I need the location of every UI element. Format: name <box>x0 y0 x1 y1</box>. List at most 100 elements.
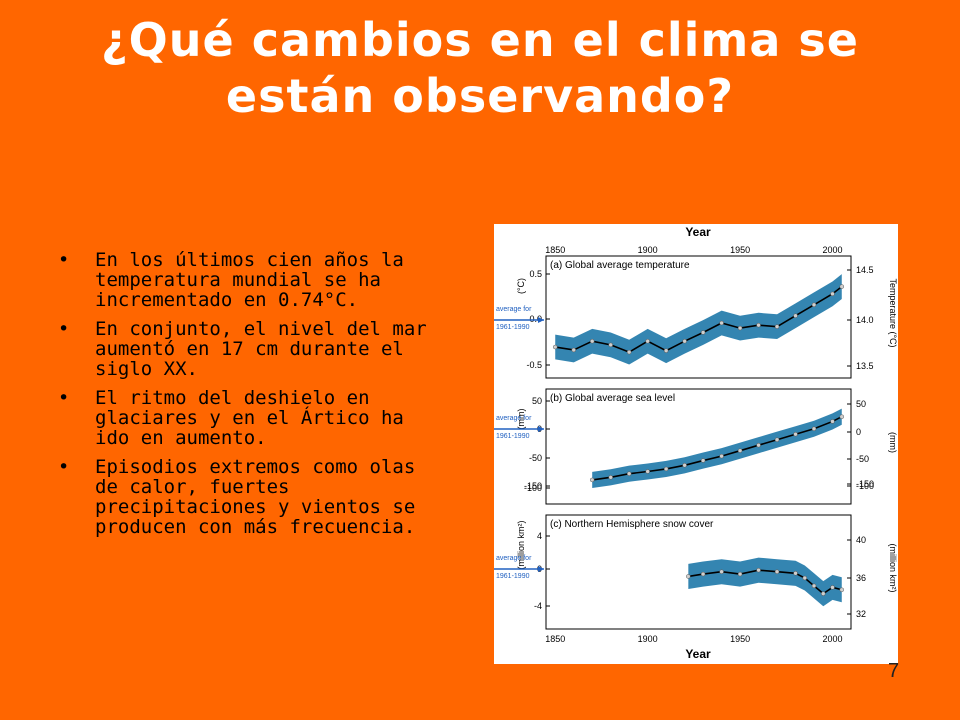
data-point <box>719 320 724 326</box>
panel-frame <box>545 388 852 505</box>
left-unit-label: (mm) <box>516 409 526 430</box>
slide-title: ¿Qué cambios en el clima se están observ… <box>40 12 920 124</box>
data-point <box>774 569 780 574</box>
left-tick-label: -4 <box>534 601 542 611</box>
data-point <box>608 475 613 480</box>
bullet-item: • En conjunto, el nivel del mar aumentó … <box>58 319 438 379</box>
data-point <box>645 338 650 344</box>
right-tick-label: 36 <box>856 573 866 583</box>
left-unit-label: (million km²) <box>516 521 526 570</box>
average-period-label: 1961-1990 <box>496 433 530 440</box>
climate-chart-svg: Year Year 1850 1850 1900 1900 1950 1950 2000 2000… <box>494 225 898 661</box>
data-point <box>686 574 691 579</box>
right-tick-label: -150 <box>856 479 874 489</box>
data-point <box>793 313 798 318</box>
data-point <box>700 330 706 335</box>
data-point <box>756 442 761 448</box>
right-tick-label: 13.5 <box>856 361 874 371</box>
data-point <box>608 342 613 348</box>
data-point <box>802 575 808 581</box>
data-point <box>571 347 576 353</box>
data-point <box>821 591 826 596</box>
bullet-item: • Episodios extremos como olas de calor,… <box>58 457 438 537</box>
data-point <box>811 426 817 431</box>
right-tick-label: -100 <box>856 481 874 491</box>
x-axis-title-bottom: Year <box>685 647 711 661</box>
right-tick-label: 0 <box>856 427 861 437</box>
x-tick-label-top: 1950 <box>730 245 750 255</box>
uncertainty-band <box>688 557 842 607</box>
x-tick-label-bottom: 1900 <box>638 634 658 644</box>
data-point <box>626 471 632 476</box>
data-point <box>756 322 761 328</box>
x-tick-label-bottom: 1850 <box>545 634 565 644</box>
bullet-text: Episodios extremos como olas de calor, f… <box>95 456 416 538</box>
data-point <box>811 583 817 589</box>
left-tick-label: -150 <box>524 481 542 491</box>
data-point <box>663 348 669 353</box>
bullet-list: • En los últimos cien años la temperatura… <box>58 250 438 546</box>
left-tick-label: -100 <box>524 483 542 493</box>
average-arrowhead <box>538 317 544 323</box>
data-point <box>719 453 724 459</box>
right-unit-label: Temperature (°C) <box>888 278 898 347</box>
data-point <box>774 437 780 442</box>
x-axis-title-top: Year <box>685 225 711 239</box>
bullet-dot: • <box>58 387 70 409</box>
bullet-dot: • <box>58 249 70 271</box>
data-point <box>756 567 761 573</box>
data-point <box>839 284 845 289</box>
data-point <box>830 419 835 424</box>
left-tick-label: 0.0 <box>529 314 542 324</box>
average-arrowhead <box>538 566 544 572</box>
x-tick-label-bottom: 1950 <box>730 634 750 644</box>
data-point <box>552 344 558 350</box>
data-point <box>793 431 798 437</box>
left-tick-label: 4 <box>537 531 542 541</box>
right-tick-label: 14.0 <box>856 315 874 325</box>
data-point <box>626 349 632 355</box>
average-arrowhead <box>538 426 544 432</box>
data-point <box>839 414 845 419</box>
x-tick-label-top: 1900 <box>638 245 658 255</box>
panel-title: (c) Northern Hemisphere snow cover <box>550 519 714 530</box>
bullet-item: • En los últimos cien años la temperatura… <box>58 250 438 310</box>
data-point <box>700 571 706 577</box>
average-period-label: 1961-1990 <box>496 324 530 331</box>
data-point <box>830 291 835 297</box>
panel-title: (a) Global average temperature <box>550 260 690 271</box>
data-point <box>774 324 780 329</box>
x-tick-label-top: 2000 <box>822 245 842 255</box>
data-point <box>839 587 845 592</box>
right-tick-label: -50 <box>856 454 869 464</box>
data-point <box>737 571 743 577</box>
data-point <box>793 571 798 576</box>
data-point <box>737 325 743 331</box>
x-tick-label-top: 1850 <box>545 245 565 255</box>
data-point <box>589 477 595 483</box>
right-tick-label: 32 <box>856 609 866 619</box>
left-tick-label: -0.5 <box>526 360 542 370</box>
data-point <box>737 448 743 453</box>
right-tick-label: 40 <box>856 535 866 545</box>
uncertainty-band <box>592 408 842 488</box>
panel-title: (b) Global average sea level <box>550 393 675 404</box>
data-point <box>663 466 669 472</box>
data-point <box>830 585 835 590</box>
average-label: average for <box>496 306 532 313</box>
data-point <box>719 569 724 574</box>
left-tick-label: 50 <box>532 396 542 406</box>
bullet-text: En los últimos cien años la temperatura … <box>95 249 404 311</box>
bullet-dot: • <box>58 318 70 340</box>
left-unit-label: (°C) <box>516 278 526 294</box>
data-point <box>811 302 817 308</box>
right-unit-label: (mm) <box>888 432 898 453</box>
uncertainty-band <box>555 274 842 365</box>
data-point <box>682 463 687 468</box>
page-number: 7 <box>888 660 900 682</box>
left-tick-label: -50 <box>529 453 542 463</box>
bullet-text: El ritmo del deshielo en glaciares y en … <box>95 387 404 449</box>
x-tick-label-bottom: 2000 <box>822 634 842 644</box>
data-point <box>682 338 687 344</box>
average-period-label: 1961-1990 <box>496 573 530 580</box>
